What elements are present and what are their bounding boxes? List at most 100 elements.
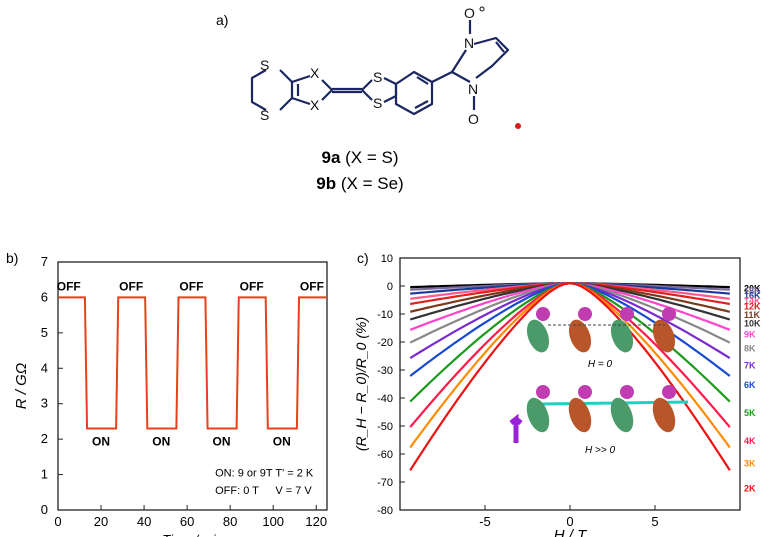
molecule-ellipse xyxy=(610,319,634,353)
inset-h0: H = 0 xyxy=(526,307,676,370)
y-tick-label: 0 xyxy=(41,502,48,517)
mr-curve-2K xyxy=(409,282,731,471)
atom-s4: S xyxy=(373,95,382,111)
y-tick-label: -20 xyxy=(377,337,393,349)
atom-o1: O xyxy=(464,5,475,21)
molecule-ellipse xyxy=(568,319,592,353)
x-tick-label: 80 xyxy=(223,514,237,529)
x-tick-label: 0 xyxy=(566,514,573,529)
x-axis-label: Time / min xyxy=(162,532,223,537)
legend-label-4K: 4K xyxy=(744,436,756,446)
compound-9b: 9b (X = Se) xyxy=(316,174,404,193)
legend-label-8K: 8K xyxy=(744,344,756,354)
spin-sphere xyxy=(620,385,634,399)
y-tick-label: 0 xyxy=(387,281,393,293)
atom-s2: S xyxy=(260,107,269,123)
legend-label-11K: 11K xyxy=(744,310,761,320)
legend-line-off: OFF: 0 T xyxy=(215,485,259,497)
compound-9a: 9a (X = S) xyxy=(321,148,399,167)
legend-label-12K: 12K xyxy=(744,302,761,312)
inset-h0-label: H = 0 xyxy=(588,359,613,370)
legend-label-10K: 10K xyxy=(744,318,761,328)
y-tick-label: 2 xyxy=(41,431,48,446)
resistance-trace xyxy=(58,296,327,430)
off-label: OFF xyxy=(240,279,264,293)
atom-x1: X xyxy=(310,65,320,81)
y-tick-label: 4 xyxy=(41,360,48,375)
spin-sphere xyxy=(578,307,592,321)
molecule-structure: S S X X S S N N O O xyxy=(250,5,521,129)
plot-frame xyxy=(399,257,741,511)
x-tick-label: 120 xyxy=(305,514,327,529)
legend-label-9K: 9K xyxy=(744,330,756,340)
y-tick-label: -40 xyxy=(377,393,393,405)
y-tick-label: 1 xyxy=(41,467,48,482)
on-label: ON xyxy=(273,435,291,449)
x-tick-label: 20 xyxy=(94,514,108,529)
molecule-ellipse xyxy=(526,319,550,353)
on-label: ON xyxy=(213,435,231,449)
spin-sphere xyxy=(662,307,676,321)
x-tick-label: 40 xyxy=(137,514,151,529)
mr-curve-3K xyxy=(409,282,731,449)
panel-b-label: b) xyxy=(6,250,19,266)
legend-label-6K: 6K xyxy=(744,380,756,390)
atom-s3: S xyxy=(373,69,382,85)
x-tick-label: 100 xyxy=(262,514,284,529)
off-label: OFF xyxy=(179,279,203,293)
y-axis-label: R / GΩ xyxy=(13,363,30,409)
legend-label-3K: 3K xyxy=(744,458,756,468)
legend-label-7K: 7K xyxy=(744,360,756,370)
chart-resistance-switching: 0 20 40 60 80 100 120 0 1 2 3 4 5 6 7 Time / min R / GΩ O… xyxy=(13,254,328,537)
radical-dot xyxy=(515,123,521,129)
y-tick-label: -80 xyxy=(377,505,393,517)
molecule-ellipse xyxy=(652,319,676,353)
legend-label-20K: 20K xyxy=(744,283,761,293)
spin-sphere xyxy=(536,385,550,399)
y-tick-label: 6 xyxy=(41,289,48,304)
y-tick-label: 7 xyxy=(41,254,48,269)
legend-label-16K: 16K xyxy=(744,290,761,300)
x-tick-label: 60 xyxy=(180,514,194,529)
x-tick-label: -5 xyxy=(479,514,491,529)
atom-n1: N xyxy=(464,35,474,51)
spin-sphere xyxy=(578,385,592,399)
plot-frame xyxy=(57,261,328,511)
y-tick-label: -50 xyxy=(377,421,393,433)
spin-sphere xyxy=(536,307,550,321)
spin-sphere xyxy=(620,307,634,321)
on-label: ON xyxy=(152,435,170,449)
panel-c-label: c) xyxy=(357,250,369,266)
inset-hbig-label: H >> 0 xyxy=(585,445,615,456)
y-tick-label: -30 xyxy=(377,365,393,377)
atom-s1: S xyxy=(260,57,269,73)
atom-x2: X xyxy=(310,97,320,113)
x-axis-label: H / T xyxy=(554,527,588,537)
off-label: OFF xyxy=(119,279,143,293)
legend-voltage: V = 7 V xyxy=(275,485,312,497)
x-tick-label: 0 xyxy=(54,514,61,529)
x-tick-label: 5 xyxy=(651,514,658,529)
molecule-ellipse xyxy=(610,397,634,433)
legend-line-on: ON: 9 or 9T xyxy=(215,467,273,479)
y-tick-label: -10 xyxy=(377,309,393,321)
legend-label-5K: 5K xyxy=(744,408,756,418)
molecule-ellipse xyxy=(568,397,592,433)
panel-a-label: a) xyxy=(216,12,229,28)
y-tick-label: -60 xyxy=(377,449,393,461)
legend-label-2K: 2K xyxy=(744,484,756,494)
molecule-ellipse xyxy=(526,397,550,433)
on-label: ON xyxy=(92,435,110,449)
legend-temperature: T' = 2 K xyxy=(275,467,314,479)
y-tick-label: 10 xyxy=(381,253,393,265)
molecule-ellipse xyxy=(652,397,676,433)
field-arrow xyxy=(509,413,523,443)
y-axis-label: (R_H − R_0)/R_0 (%) xyxy=(353,317,369,451)
y-tick-label: 3 xyxy=(41,396,48,411)
atom-o2: O xyxy=(468,111,479,127)
y-tick-label: 5 xyxy=(41,325,48,340)
legend-label-18K: 18K xyxy=(744,286,761,296)
y-tick-label: -70 xyxy=(377,477,393,489)
off-label: OFF xyxy=(300,279,324,293)
